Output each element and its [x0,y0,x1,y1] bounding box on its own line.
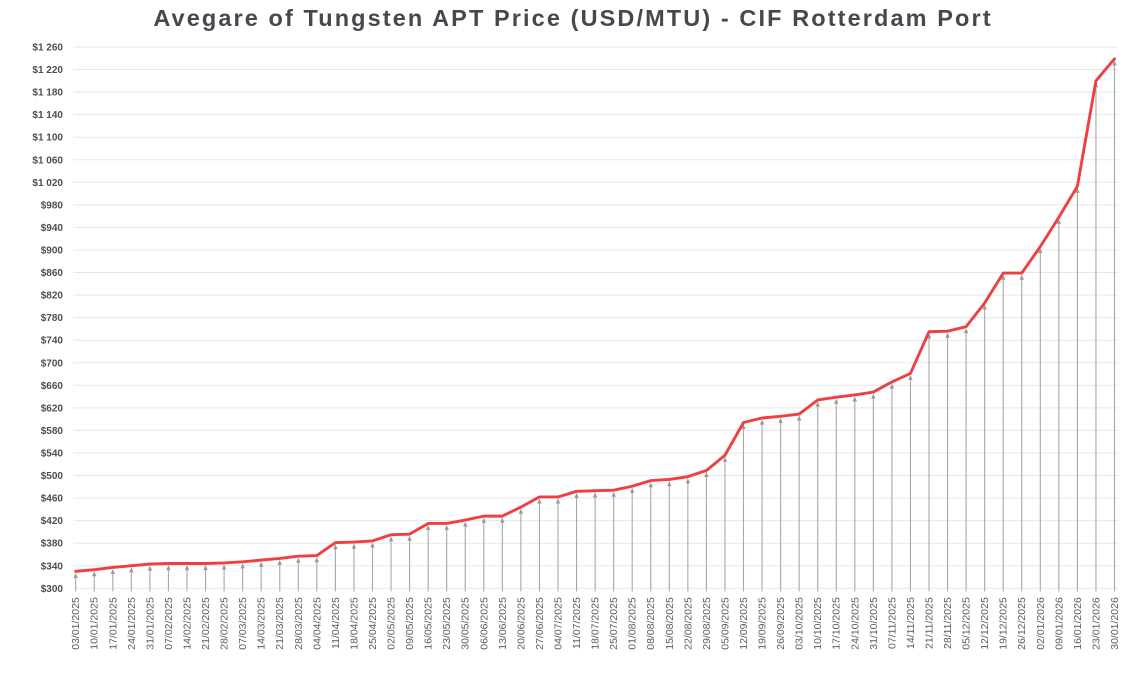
svg-text:22/08/2025: 22/08/2025 [682,597,694,650]
svg-text:12/12/2025: 12/12/2025 [979,597,991,650]
svg-text:09/05/2025: 09/05/2025 [404,597,416,650]
svg-text:$540: $540 [41,448,64,459]
svg-text:19/09/2025: 19/09/2025 [757,597,769,650]
svg-text:$1 020: $1 020 [32,178,63,189]
svg-text:14/11/2025: 14/11/2025 [905,597,917,649]
svg-text:$780: $780 [41,313,64,324]
svg-text:28/11/2025: 28/11/2025 [942,597,954,649]
svg-text:03/01/2025: 03/01/2025 [70,597,82,650]
svg-text:Avegare of Tungsten APT Price: Avegare of Tungsten APT Price (USD/MTU) … [153,5,992,31]
svg-text:07/03/2025: 07/03/2025 [237,597,249,650]
svg-text:30/01/2026: 30/01/2026 [1109,597,1121,650]
svg-text:13/06/2025: 13/06/2025 [497,597,509,650]
svg-text:16/05/2025: 16/05/2025 [423,597,435,650]
svg-text:05/12/2025: 05/12/2025 [961,597,973,650]
svg-text:$1 260: $1 260 [32,42,63,53]
svg-text:$940: $940 [41,223,64,234]
svg-text:$300: $300 [41,584,64,595]
svg-text:31/01/2025: 31/01/2025 [144,597,156,650]
svg-text:$380: $380 [41,539,64,550]
svg-text:30/05/2025: 30/05/2025 [460,597,472,650]
svg-text:18/07/2025: 18/07/2025 [590,597,602,650]
svg-text:21/03/2025: 21/03/2025 [274,597,286,650]
svg-text:$980: $980 [41,200,64,211]
svg-text:04/07/2025: 04/07/2025 [553,597,565,650]
svg-text:$900: $900 [41,245,64,256]
svg-text:17/10/2025: 17/10/2025 [831,597,843,650]
svg-text:$1 100: $1 100 [32,133,63,144]
svg-text:14/03/2025: 14/03/2025 [256,597,268,650]
svg-text:28/03/2025: 28/03/2025 [293,597,305,650]
svg-text:09/01/2026: 09/01/2026 [1053,597,1065,650]
svg-text:23/01/2026: 23/01/2026 [1090,597,1102,650]
svg-text:29/08/2025: 29/08/2025 [701,597,713,650]
svg-text:04/04/2025: 04/04/2025 [311,597,323,650]
svg-text:$1 140: $1 140 [32,110,63,121]
svg-text:11/04/2025: 11/04/2025 [330,597,342,649]
svg-text:08/08/2025: 08/08/2025 [645,597,657,650]
svg-text:07/02/2025: 07/02/2025 [163,597,175,650]
svg-text:31/10/2025: 31/10/2025 [868,597,880,650]
svg-text:11/07/2025: 11/07/2025 [571,597,583,649]
svg-text:21/11/2025: 21/11/2025 [924,597,936,649]
svg-text:02/05/2025: 02/05/2025 [386,597,398,650]
svg-text:05/09/2025: 05/09/2025 [719,597,731,650]
svg-text:$740: $740 [41,336,64,347]
svg-text:$820: $820 [41,291,64,302]
svg-text:18/04/2025: 18/04/2025 [348,597,360,650]
svg-text:$700: $700 [41,358,64,369]
svg-text:$420: $420 [41,516,64,527]
svg-text:07/11/2025: 07/11/2025 [886,597,898,649]
svg-text:19/12/2025: 19/12/2025 [998,597,1010,650]
svg-text:12/09/2025: 12/09/2025 [738,597,750,650]
svg-text:$580: $580 [41,426,64,437]
svg-text:10/01/2025: 10/01/2025 [89,597,101,650]
svg-text:$500: $500 [41,471,64,482]
svg-text:27/06/2025: 27/06/2025 [534,597,546,650]
svg-text:$1 180: $1 180 [32,88,63,99]
svg-text:$620: $620 [41,403,64,414]
svg-text:$1 060: $1 060 [32,155,63,166]
svg-text:14/02/2025: 14/02/2025 [182,597,194,650]
svg-text:$460: $460 [41,494,64,505]
svg-text:23/05/2025: 23/05/2025 [441,597,453,650]
svg-text:$860: $860 [41,268,64,279]
svg-text:10/10/2025: 10/10/2025 [812,597,824,650]
svg-text:20/06/2025: 20/06/2025 [515,597,527,650]
svg-text:28/02/2025: 28/02/2025 [219,597,231,650]
svg-text:01/08/2025: 01/08/2025 [627,597,639,650]
svg-text:24/01/2025: 24/01/2025 [126,597,138,650]
svg-text:06/06/2025: 06/06/2025 [478,597,490,650]
svg-text:17/01/2025: 17/01/2025 [107,597,119,650]
svg-text:$660: $660 [41,381,64,392]
svg-text:$1 220: $1 220 [32,65,63,76]
svg-text:24/10/2025: 24/10/2025 [849,597,861,650]
svg-text:25/04/2025: 25/04/2025 [367,597,379,650]
svg-text:$340: $340 [41,561,64,572]
svg-text:03/10/2025: 03/10/2025 [794,597,806,650]
svg-text:26/12/2025: 26/12/2025 [1016,597,1028,650]
svg-text:21/02/2025: 21/02/2025 [200,597,212,650]
svg-text:02/01/2026: 02/01/2026 [1035,597,1047,650]
svg-text:25/07/2025: 25/07/2025 [608,597,620,650]
svg-text:16/01/2026: 16/01/2026 [1072,597,1084,650]
svg-text:26/09/2025: 26/09/2025 [775,597,787,650]
svg-text:15/08/2025: 15/08/2025 [664,597,676,650]
